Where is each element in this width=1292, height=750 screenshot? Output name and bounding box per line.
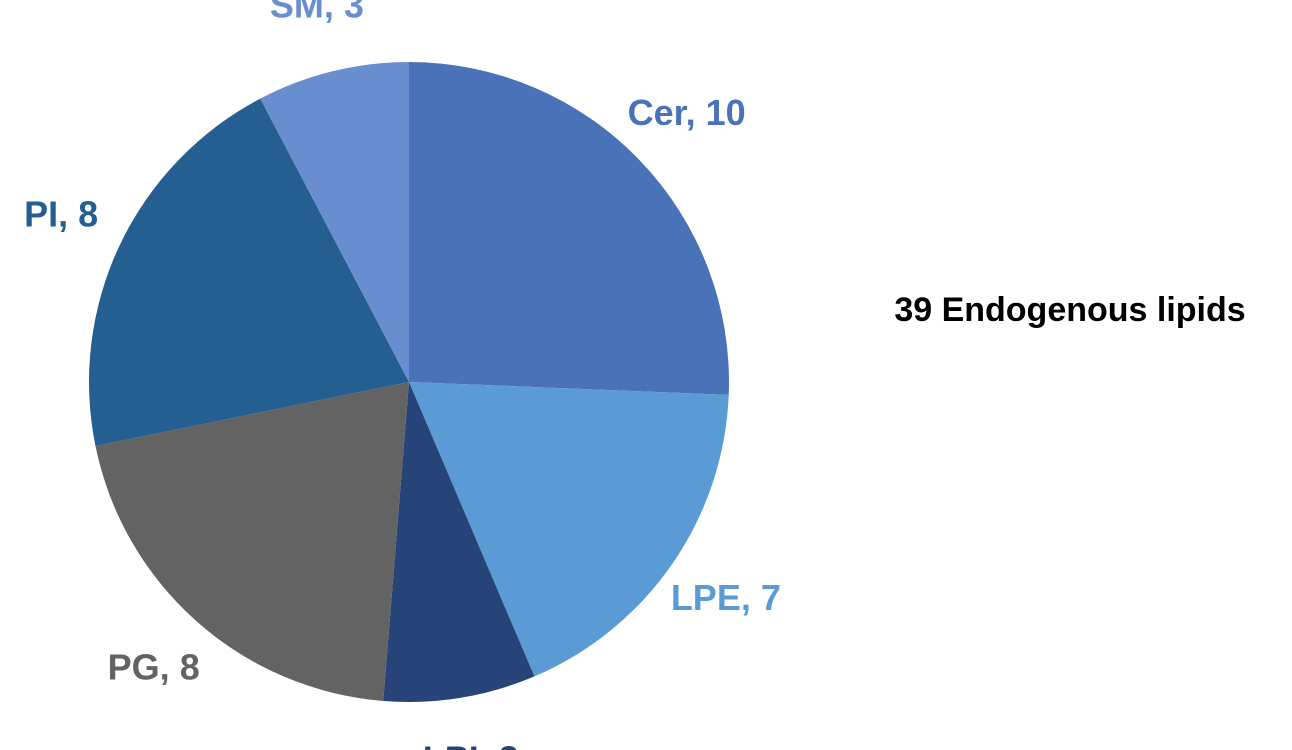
data-label: LPI, 3 [423, 739, 519, 750]
data-label: PI, 8 [24, 193, 98, 234]
pie-slice [95, 382, 410, 701]
pie-slice [383, 382, 535, 703]
pie-slice [260, 62, 409, 382]
pie-slice [88, 98, 409, 447]
pie-slice [409, 382, 729, 677]
data-label: LPE, 7 [671, 577, 781, 618]
data-label: PG, 8 [108, 647, 200, 688]
pie-slice [409, 62, 730, 395]
data-label: SM, 3 [270, 0, 364, 26]
chart-title: 39 Endogenous lipids [894, 291, 1245, 329]
data-label: Cer, 10 [628, 92, 746, 133]
